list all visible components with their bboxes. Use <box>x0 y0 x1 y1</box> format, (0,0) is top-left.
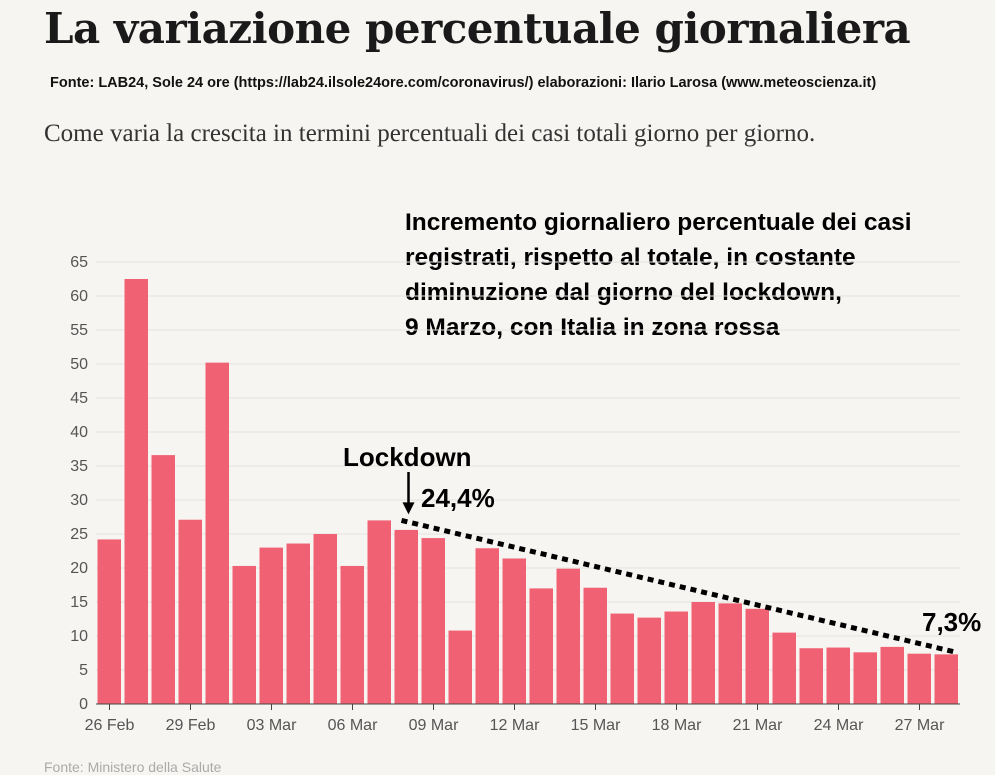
bar <box>421 538 445 704</box>
y-tick-label: 25 <box>70 526 88 543</box>
source-credit: Fonte: LAB24, Sole 24 ore (https://lab24… <box>50 75 877 91</box>
x-tick-label: 18 Mar <box>652 717 702 734</box>
x-tick-label: 12 Mar <box>490 717 540 734</box>
bar <box>232 565 256 704</box>
bar <box>664 611 688 704</box>
y-tick-label: 50 <box>70 356 88 373</box>
bar <box>313 534 337 704</box>
bar <box>880 646 904 704</box>
start-value-label: 24,4% <box>421 483 495 513</box>
y-tick-label: 0 <box>79 696 88 713</box>
bar <box>853 652 877 704</box>
bar <box>556 568 580 704</box>
y-tick-label: 30 <box>70 492 88 509</box>
bar <box>772 632 796 704</box>
x-tick-label: 03 Mar <box>247 717 297 734</box>
bar <box>178 519 202 704</box>
bar <box>502 558 526 704</box>
x-tick-label: 24 Mar <box>814 717 864 734</box>
y-tick-label: 15 <box>70 594 88 611</box>
y-tick-label: 65 <box>70 254 88 271</box>
y-tick-label: 35 <box>70 458 88 475</box>
annotation-line: diminuzione dal giorno del lockdown, <box>405 279 842 306</box>
bar <box>286 543 310 704</box>
bar <box>529 588 553 704</box>
y-tick-label: 10 <box>70 628 88 645</box>
x-tick-label: 21 Mar <box>733 717 783 734</box>
end-value-label: 7,3% <box>922 607 981 637</box>
annotation-line: 9 Marzo, con Italia in zona rossa <box>405 314 780 341</box>
y-tick-label: 20 <box>70 560 88 577</box>
annotation-box: Incremento giornaliero percentuale dei c… <box>405 205 995 345</box>
x-tick-label: 27 Mar <box>895 717 945 734</box>
y-tick-label: 60 <box>70 288 88 305</box>
bar <box>340 565 364 704</box>
chart-subtitle: Come varia la crescita in termini percen… <box>44 120 816 147</box>
y-tick-label: 40 <box>70 424 88 441</box>
x-tick-label: 06 Mar <box>328 717 378 734</box>
y-tick-label: 45 <box>70 390 88 407</box>
bar <box>97 539 121 704</box>
footer-source: Fonte: Ministero della Salute <box>44 759 222 775</box>
bar <box>745 608 769 704</box>
lockdown-arrow-head <box>402 502 415 515</box>
bar <box>934 654 958 704</box>
bar <box>583 587 607 704</box>
bar <box>151 455 175 704</box>
bar <box>799 648 823 704</box>
bar <box>259 547 283 704</box>
bar <box>610 613 634 704</box>
x-tick-label: 09 Mar <box>409 717 459 734</box>
bar <box>826 647 850 704</box>
annotation-line: Incremento giornaliero percentuale dei c… <box>405 209 912 236</box>
bar <box>907 653 931 704</box>
lockdown-label: Lockdown <box>343 442 472 472</box>
bar <box>475 548 499 704</box>
bar <box>367 520 391 704</box>
x-tick-label: 26 Feb <box>85 717 135 734</box>
trend-line <box>400 517 958 655</box>
x-tick-label: 15 Mar <box>571 717 621 734</box>
chart-title: La variazione percentuale giornaliera <box>44 4 911 53</box>
annotation-line: registrati, rispetto al totale, in costa… <box>405 244 856 271</box>
y-tick-label: 55 <box>70 322 88 339</box>
bar <box>718 603 742 704</box>
bar <box>691 602 715 704</box>
bar <box>124 279 148 704</box>
x-tick-label: 29 Feb <box>166 717 216 734</box>
y-tick-label: 5 <box>79 662 88 679</box>
bar <box>637 617 661 704</box>
bar <box>205 362 229 704</box>
bar <box>448 630 472 704</box>
bar <box>394 529 418 704</box>
